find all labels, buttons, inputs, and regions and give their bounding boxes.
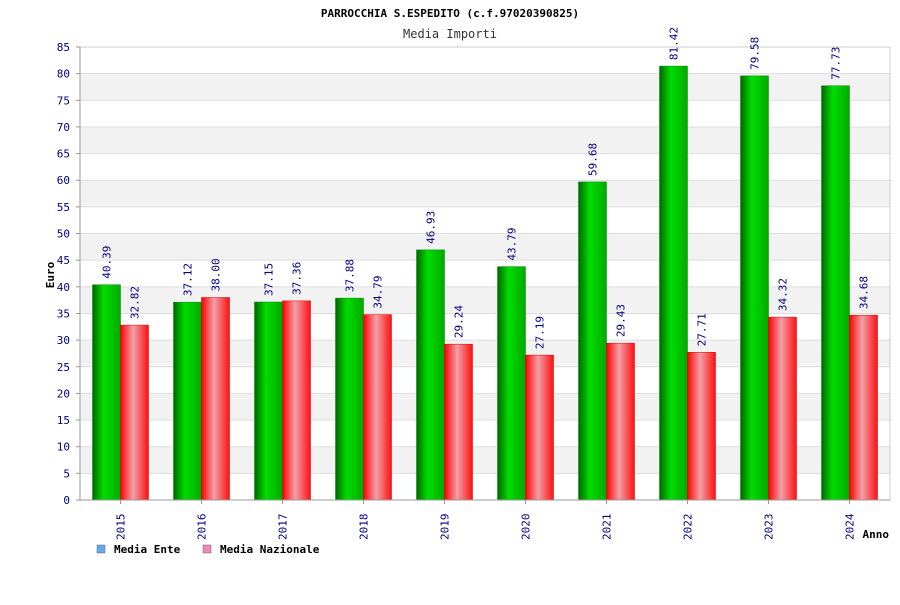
chart-title: PARROCCHIA S.ESPEDITO (c.f.97020390825): [321, 7, 579, 20]
bar-media-ente-2021: [578, 181, 607, 501]
bar-media-nazionale-2018: [363, 314, 392, 501]
x-axis-label: Anno: [863, 528, 890, 541]
x-tick-label: 2021: [601, 514, 614, 541]
y-tick-label: 35: [57, 307, 70, 320]
chart-subtitle: Media Importi: [403, 27, 497, 41]
value-label: 37.36: [291, 262, 304, 295]
bar-media-nazionale-2015: [120, 324, 149, 501]
bar-media-ente-2016: [173, 301, 202, 501]
y-tick-label: 25: [57, 361, 70, 374]
y-tick-label: 10: [57, 441, 70, 454]
x-tick-label: 2023: [763, 514, 776, 541]
bar-media-ente-2015: [92, 284, 121, 501]
y-tick-label: 15: [57, 414, 70, 427]
x-tick-label: 2016: [196, 514, 209, 541]
value-label: 34.32: [777, 278, 790, 311]
y-tick-label: 20: [57, 387, 70, 400]
y-tick-label: 60: [57, 174, 70, 187]
bar-media-ente-2018: [335, 297, 364, 501]
bar-media-nazionale-2019: [444, 343, 473, 501]
value-label: 27.19: [534, 316, 547, 349]
y-tick-label: 5: [63, 467, 70, 480]
value-label: 38.00: [210, 258, 223, 291]
x-tick-label: 2022: [682, 514, 695, 541]
x-tick-label: 2024: [844, 513, 857, 540]
bars-group: [92, 65, 878, 501]
value-label: 32.82: [129, 286, 142, 319]
y-tick-label: 0: [63, 494, 70, 507]
value-label: 46.93: [425, 211, 438, 244]
bar-media-ente-2023: [740, 75, 769, 501]
x-tick-label: 2019: [439, 514, 452, 541]
y-tick-label: 45: [57, 254, 70, 267]
y-tick-label: 65: [57, 148, 70, 161]
y-tick-label: 75: [57, 94, 70, 107]
grid-band: [80, 47, 890, 74]
value-label: 27.71: [696, 313, 709, 346]
bar-media-nazionale-2021: [606, 342, 635, 501]
value-label: 81.42: [668, 27, 681, 60]
value-label: 79.58: [749, 37, 762, 70]
x-tick-label: 2018: [358, 514, 371, 541]
value-label: 29.43: [615, 304, 628, 337]
value-label: 77.73: [830, 47, 843, 80]
y-axis: 0 5 10 15 20 25 30 35 40 45 50 55 60 65 70 75 80 85: [57, 41, 81, 507]
bar-media-nazionale-2023: [768, 316, 797, 501]
bar-media-ente-2022: [659, 65, 688, 501]
x-tick-label: 2017: [277, 514, 290, 541]
bar-media-nazionale-2017: [282, 300, 311, 501]
y-tick-label: 80: [57, 68, 70, 81]
value-label: 29.24: [453, 305, 466, 338]
x-axis: 2015 2016 2017 2018 2019 2020 2021 2022 2023 2024: [80, 499, 890, 541]
value-labels-group: 40.39 32.82 37.12 38.00 37.15 37.36 37.88 34.79…: [101, 27, 871, 349]
value-label: 37.88: [344, 259, 357, 292]
y-axis-label: Euro: [44, 261, 57, 288]
bar-media-ente-2020: [497, 266, 526, 501]
y-tick-label: 50: [57, 228, 70, 241]
value-label: 37.15: [263, 263, 276, 296]
legend-swatch: [96, 544, 106, 554]
bar-media-nazionale-2020: [525, 354, 554, 501]
bar-media-nazionale-2016: [201, 297, 230, 501]
bar-media-ente-2024: [821, 85, 850, 501]
y-tick-label: 70: [57, 121, 70, 134]
x-tick-label: 2020: [520, 514, 533, 541]
value-label: 43.79: [506, 228, 519, 261]
bar-media-ente-2019: [416, 249, 445, 501]
value-label: 34.79: [372, 275, 385, 308]
legend-label: Media Ente: [114, 543, 181, 556]
y-tick-label: 40: [57, 281, 70, 294]
legend-label: Media Nazionale: [220, 543, 320, 556]
bar-media-nazionale-2024: [849, 314, 878, 501]
legend-swatch: [202, 544, 212, 554]
x-tick-label: 2015: [115, 514, 128, 541]
bar-media-nazionale-2022: [687, 352, 716, 501]
y-tick-label: 85: [57, 41, 70, 54]
value-label: 40.39: [101, 246, 114, 279]
value-label: 59.68: [587, 143, 600, 176]
y-tick-label: 30: [57, 334, 70, 347]
legend: Media Ente Media Nazionale: [96, 543, 320, 556]
y-tick-label: 55: [57, 201, 70, 214]
value-label: 34.68: [858, 276, 871, 309]
bar-media-ente-2017: [254, 301, 283, 501]
value-label: 37.12: [182, 263, 195, 296]
